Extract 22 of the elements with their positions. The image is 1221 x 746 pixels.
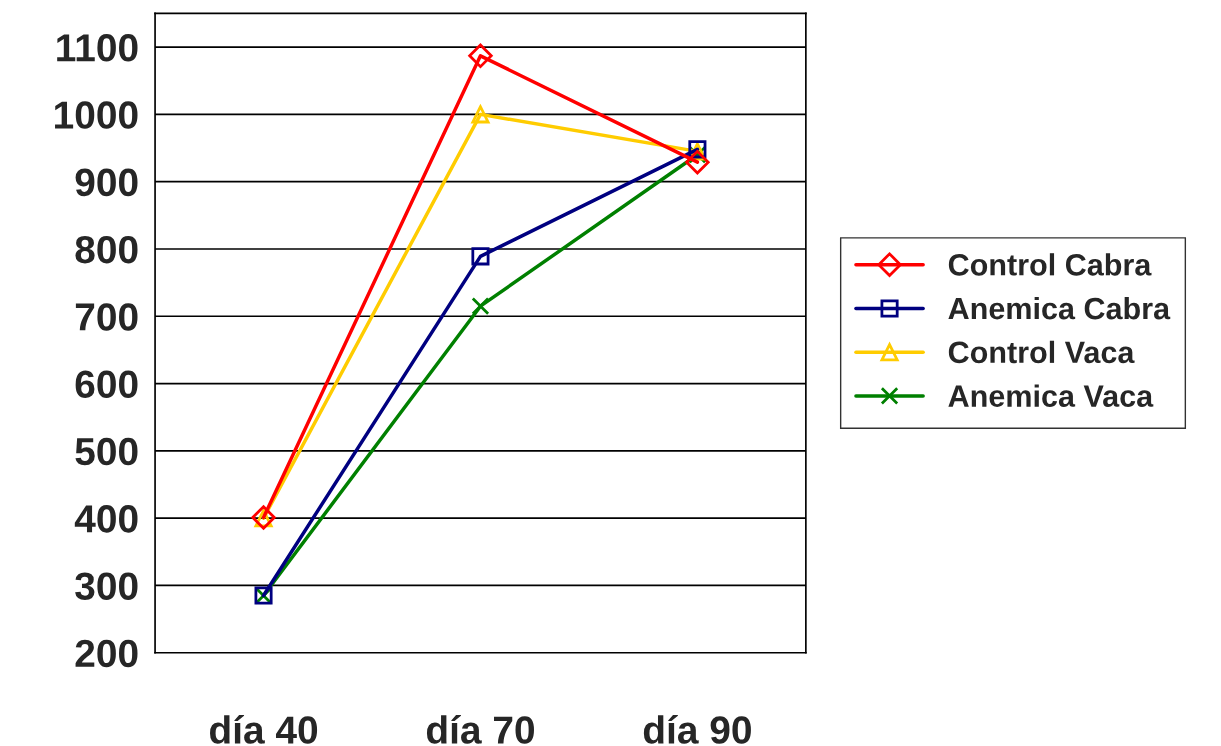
y-tick-label: 500 [75, 437, 138, 466]
x-tick-label: día 70 [426, 714, 534, 744]
x-tick-label: día 40 [210, 714, 318, 744]
legend-label: Control Vaca [948, 340, 1135, 364]
point [685, 149, 710, 175]
y-tick-label: 800 [75, 235, 138, 264]
y-tick-label: 1100 [57, 34, 138, 62]
legend-label: Anemica Vaca [948, 384, 1154, 407]
point [471, 247, 490, 266]
x-tick-label: día 90 [643, 714, 751, 744]
point [468, 43, 493, 69]
y-tick-label: 900 [75, 168, 138, 197]
legend-label: Control Cabra [948, 253, 1152, 276]
y-tick-label: 300 [75, 572, 138, 600]
y-tick-label: 400 [74, 505, 138, 533]
legend-label: Anemica Cabra [948, 296, 1171, 320]
y-tick-label: 1000 [55, 101, 138, 129]
point [471, 297, 490, 316]
y-tick-label: 200 [75, 639, 138, 668]
y-tick-label: 600 [75, 370, 138, 399]
y-tick-label: 700 [75, 303, 138, 331]
point [471, 105, 490, 124]
